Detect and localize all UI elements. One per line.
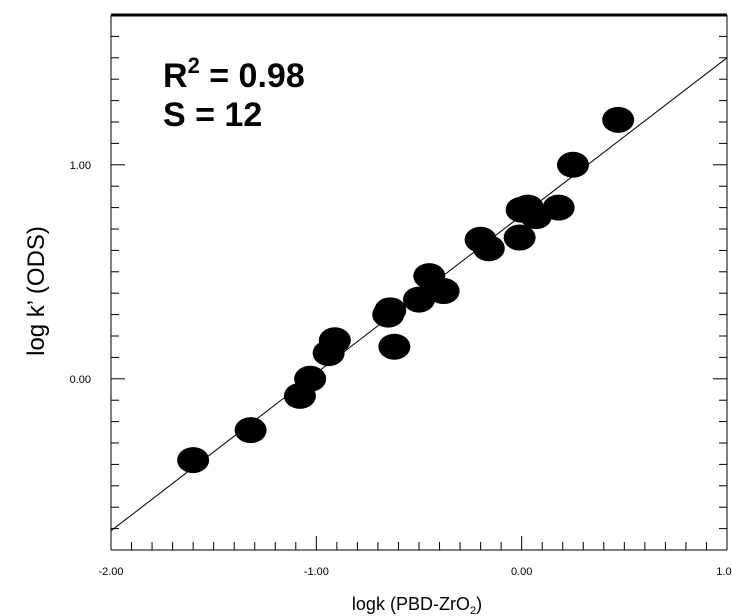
data-point: [294, 365, 327, 392]
data-point: [557, 151, 589, 178]
y-tick-label: 0.00: [70, 374, 91, 386]
data-point: [318, 327, 351, 354]
data-point: [472, 235, 505, 262]
y-tick-label: 1.00: [70, 160, 91, 172]
r-squared-annotation: R2 = 0.98: [163, 53, 305, 95]
axis-ticks: [110, 14, 728, 551]
data-point: [602, 106, 635, 133]
x-tick-label: -1.00: [304, 566, 329, 578]
x-tick-label: -2.00: [98, 566, 123, 578]
data-point: [542, 194, 575, 221]
axis-tick-labels: -2.00 -1.00 0.00 1.00 0.00 1.00: [70, 160, 732, 578]
data-point: [177, 447, 210, 474]
x-axis-label: logk (PBD-ZrO2): [352, 594, 482, 616]
data-point: [234, 417, 267, 444]
data-point: [403, 286, 435, 313]
y-axis-label: log k’ (ODS): [23, 226, 50, 356]
data-point: [427, 278, 460, 305]
data-points: [177, 106, 635, 474]
x-tick-label: 0.00: [511, 566, 532, 578]
data-point: [503, 224, 536, 251]
x-tick-label: 1.00: [716, 566, 732, 578]
data-point: [374, 297, 407, 324]
data-point: [378, 333, 411, 360]
s-value-annotation: S = 12: [163, 96, 262, 134]
